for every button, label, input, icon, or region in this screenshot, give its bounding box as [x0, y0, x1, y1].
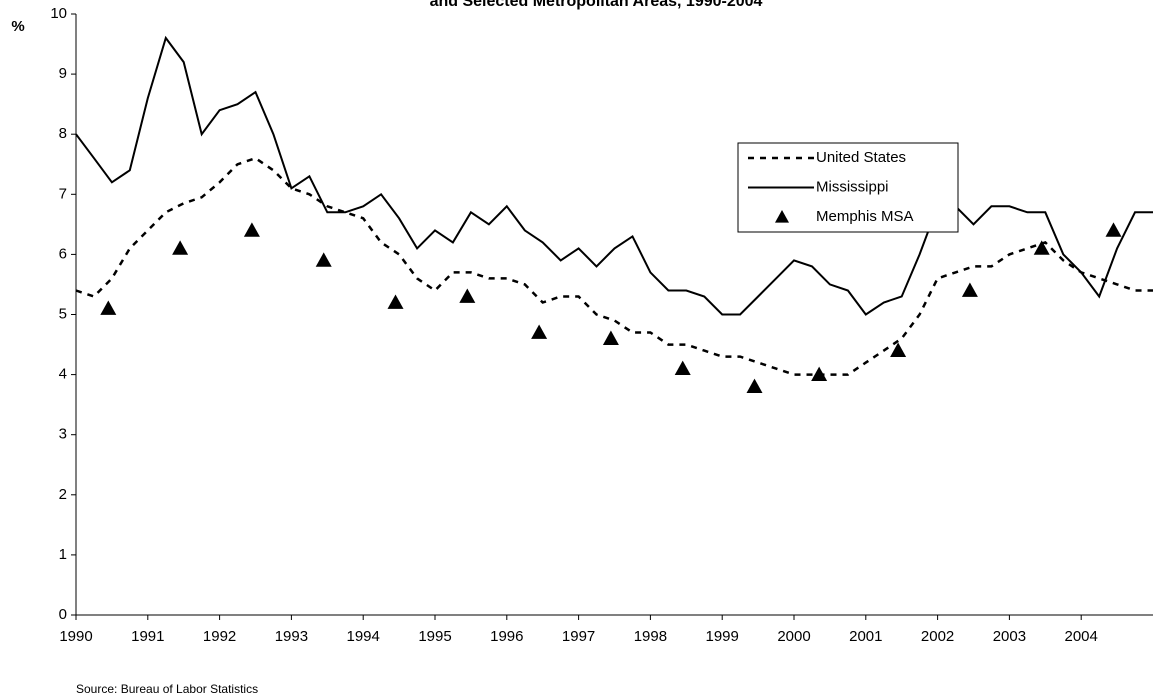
legend-label: Mississippi — [816, 178, 889, 195]
y-tick-label: 4 — [59, 366, 67, 383]
y-tick-label: 10 — [50, 5, 67, 22]
x-tick-label: 1997 — [562, 628, 595, 645]
marker — [100, 300, 117, 315]
marker — [602, 330, 619, 345]
marker — [961, 282, 978, 297]
x-tick-label: 1995 — [418, 628, 451, 645]
marker — [387, 294, 404, 309]
source-note: Source: Bureau of Labor Statistics — [76, 682, 258, 696]
marker — [459, 288, 476, 303]
y-tick-label: 6 — [59, 245, 67, 262]
marker — [811, 366, 828, 381]
y-tick-label: 2 — [59, 486, 67, 503]
legend-label: Memphis MSA — [816, 208, 914, 225]
x-tick-label: 1994 — [347, 628, 380, 645]
x-tick-label: 1999 — [706, 628, 739, 645]
marker — [1105, 222, 1122, 237]
y-tick-label: 3 — [59, 426, 67, 443]
x-tick-label: 2001 — [849, 628, 882, 645]
y-tick-label: 9 — [59, 65, 67, 82]
x-tick-label: 2004 — [1065, 628, 1098, 645]
x-tick-label: 1992 — [203, 628, 236, 645]
marker — [746, 378, 763, 394]
x-tick-label: 2000 — [777, 628, 810, 645]
marker — [531, 324, 548, 339]
marker — [172, 240, 189, 255]
x-tick-label: 1993 — [275, 628, 308, 645]
x-tick-label: 2002 — [921, 628, 954, 645]
legend-marker — [775, 210, 789, 223]
y-tick-label: 1 — [59, 546, 67, 563]
y-axis-label: % — [11, 18, 24, 35]
chart-title: and Selected Metropolitan Areas, 1990-20… — [430, 0, 763, 10]
x-tick-label: 1996 — [490, 628, 523, 645]
y-tick-label: 5 — [59, 305, 67, 322]
y-tick-label: 8 — [59, 125, 67, 142]
marker — [674, 360, 691, 375]
series-line — [75, 35, 1153, 316]
marker — [315, 252, 332, 267]
marker — [1033, 240, 1050, 255]
legend-label: United States — [816, 149, 906, 166]
marker — [243, 222, 260, 237]
x-tick-label: 1990 — [59, 628, 92, 645]
x-tick-label: 1998 — [634, 628, 667, 645]
y-tick-label: 0 — [59, 606, 67, 623]
y-tick-label: 7 — [59, 185, 67, 202]
x-tick-label: 1991 — [131, 628, 164, 645]
x-tick-label: 2003 — [993, 628, 1026, 645]
marker — [890, 342, 907, 357]
